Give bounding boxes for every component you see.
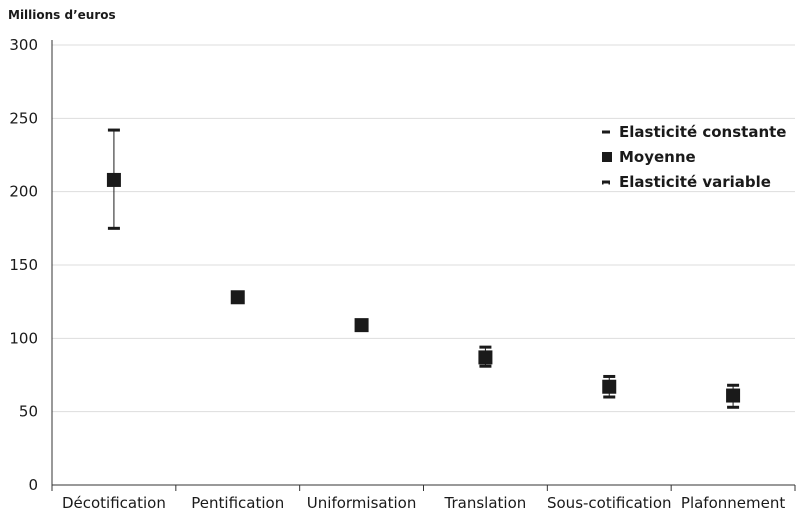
- x-tick-label: Décotification: [62, 494, 166, 512]
- legend-label: Elasticité variable: [619, 173, 771, 191]
- moyenne-point: [602, 379, 617, 394]
- elasticite-variable-point: [727, 405, 740, 409]
- legend-symbol-elasticite-variable-tick: [602, 180, 604, 185]
- elasticite-constante-point: [727, 383, 740, 387]
- x-tick-label: Plafonnement: [681, 494, 785, 512]
- legend-symbol-elasticite-variable: [602, 180, 610, 184]
- y-tick-label: 50: [19, 403, 38, 421]
- legend: Elasticité constante Moyenne Elasticité va…: [602, 123, 786, 191]
- grid-lines: [52, 44, 795, 413]
- y-tick-label: 250: [9, 109, 38, 127]
- moyenne-point: [230, 290, 245, 305]
- moyenne-point: [726, 388, 741, 403]
- elasticite-variable-point: [603, 395, 616, 399]
- elasticite-constante-point: [479, 345, 492, 349]
- x-tick-label: Pentification: [191, 494, 284, 512]
- y-tick-label: 200: [9, 183, 38, 201]
- y-tick-labels: 0 50 100 150 200 250 300: [9, 36, 38, 494]
- legend-symbol-elasticite-constante: [602, 130, 610, 134]
- elasticite-variable-point: [107, 226, 120, 230]
- elasticite-constante-point: [107, 128, 120, 132]
- axes: [51, 40, 796, 491]
- x-tick-label: Translation: [444, 494, 527, 512]
- legend-symbol-elasticite-variable-tick: [608, 180, 610, 185]
- y-tick-label: 300: [9, 36, 38, 54]
- y-axis-unit-label: Millions d’euros: [8, 8, 116, 22]
- x-tick-label: Uniformisation: [307, 494, 417, 512]
- y-tick-label: 150: [9, 256, 38, 274]
- moyenne-point: [106, 172, 121, 187]
- moyenne-point: [354, 318, 369, 333]
- y-tick-label: 100: [9, 329, 38, 347]
- legend-symbol-moyenne: [602, 152, 612, 162]
- legend-label: Moyenne: [619, 148, 696, 166]
- x-tick-label: Sous-cotification: [547, 494, 672, 512]
- elasticite-constante-point: [603, 374, 616, 378]
- legend-label: Elasticité constante: [619, 123, 786, 141]
- y-tick-label: 0: [28, 476, 38, 494]
- data-marks: [106, 128, 741, 409]
- moyenne-point: [478, 350, 493, 365]
- x-tick-labels: Décotification Pentification Uniformisatio…: [62, 494, 785, 512]
- elasticite-variable-point: [479, 364, 492, 368]
